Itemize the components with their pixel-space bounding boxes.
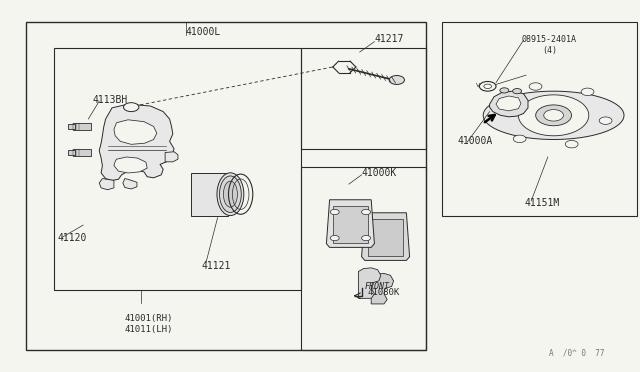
- Text: 41000A: 41000A: [458, 137, 493, 146]
- Ellipse shape: [217, 173, 244, 216]
- Text: 41151M: 41151M: [525, 198, 560, 208]
- Text: (4): (4): [542, 46, 557, 55]
- Bar: [68, 124, 75, 129]
- Bar: [191, 173, 228, 216]
- Text: V: V: [476, 83, 480, 89]
- Polygon shape: [518, 95, 589, 136]
- Text: 41120: 41120: [58, 233, 87, 243]
- Circle shape: [495, 106, 508, 114]
- Bar: [54, 48, 301, 290]
- Polygon shape: [483, 91, 624, 140]
- Circle shape: [529, 83, 542, 90]
- Text: FRONT: FRONT: [365, 282, 390, 291]
- Circle shape: [389, 76, 404, 84]
- Text: 41000K: 41000K: [362, 168, 397, 178]
- Text: 41011(LH): 41011(LH): [125, 325, 173, 334]
- Text: 41217: 41217: [374, 34, 404, 44]
- Polygon shape: [114, 120, 157, 144]
- Circle shape: [599, 117, 612, 124]
- Bar: [73, 123, 91, 130]
- Circle shape: [124, 103, 139, 112]
- Text: 41121: 41121: [202, 261, 231, 271]
- Circle shape: [362, 209, 371, 215]
- Circle shape: [330, 209, 339, 215]
- Circle shape: [500, 88, 509, 93]
- Circle shape: [544, 110, 563, 121]
- Ellipse shape: [220, 176, 241, 212]
- Polygon shape: [368, 219, 403, 256]
- Polygon shape: [371, 273, 394, 304]
- Text: 41080K: 41080K: [368, 288, 400, 296]
- Circle shape: [513, 135, 526, 142]
- Circle shape: [581, 88, 594, 96]
- Polygon shape: [358, 268, 381, 298]
- Circle shape: [362, 235, 371, 241]
- Circle shape: [565, 141, 578, 148]
- Polygon shape: [496, 96, 521, 111]
- Bar: [301, 48, 426, 149]
- Text: 08915-2401A: 08915-2401A: [522, 35, 577, 44]
- Polygon shape: [333, 206, 368, 243]
- Polygon shape: [362, 213, 410, 260]
- Circle shape: [330, 235, 339, 241]
- Polygon shape: [165, 152, 178, 162]
- Bar: [68, 150, 75, 155]
- Circle shape: [513, 89, 522, 94]
- Bar: [301, 167, 426, 350]
- Polygon shape: [99, 104, 174, 180]
- Ellipse shape: [223, 181, 237, 207]
- Text: 41001(RH): 41001(RH): [125, 314, 173, 323]
- Bar: [26, 22, 426, 350]
- Polygon shape: [326, 200, 374, 247]
- Bar: [442, 22, 637, 216]
- Text: 4113BH: 4113BH: [93, 96, 128, 105]
- Circle shape: [536, 105, 572, 126]
- Polygon shape: [490, 91, 528, 117]
- Polygon shape: [114, 157, 147, 173]
- Bar: [73, 149, 91, 156]
- Polygon shape: [99, 179, 114, 190]
- Text: A  /0^ 0  77: A /0^ 0 77: [549, 349, 605, 358]
- Text: 41000L: 41000L: [186, 27, 221, 36]
- Polygon shape: [123, 179, 137, 189]
